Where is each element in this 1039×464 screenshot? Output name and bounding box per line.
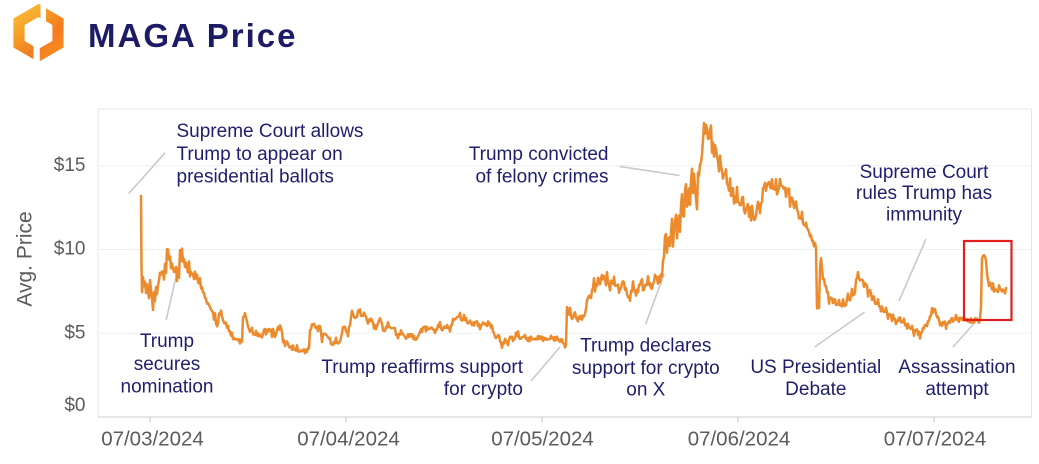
- svg-text:US Presidential: US Presidential: [750, 357, 881, 378]
- svg-text:immunity: immunity: [886, 205, 963, 226]
- svg-text:nomination: nomination: [121, 377, 214, 398]
- svg-text:Avg. Price: Avg. Price: [14, 211, 37, 306]
- svg-text:07/06/2024: 07/06/2024: [688, 428, 791, 451]
- svg-text:Assassination: Assassination: [898, 357, 1015, 378]
- svg-text:$15: $15: [54, 155, 86, 176]
- svg-text:07/03/2024: 07/03/2024: [101, 428, 204, 451]
- svg-text:Trump convicted: Trump convicted: [469, 144, 609, 165]
- svg-text:for crypto: for crypto: [444, 379, 523, 400]
- svg-text:Trump to appear on: Trump to appear on: [177, 144, 343, 165]
- svg-text:$10: $10: [54, 239, 86, 260]
- svg-text:Trump declares: Trump declares: [580, 336, 711, 357]
- svg-text:rules Trump has: rules Trump has: [856, 183, 992, 204]
- svg-text:Trump reaffirms support: Trump reaffirms support: [321, 357, 523, 378]
- svg-text:on X: on X: [626, 379, 665, 400]
- svg-text:of felony crimes: of felony crimes: [475, 166, 608, 187]
- svg-text:07/05/2024: 07/05/2024: [491, 428, 594, 451]
- svg-text:support for crypto: support for crypto: [572, 358, 720, 379]
- svg-text:07/07/2024: 07/07/2024: [884, 428, 987, 451]
- svg-text:Trump: Trump: [140, 331, 194, 352]
- svg-text:$0: $0: [64, 395, 85, 416]
- svg-text:07/04/2024: 07/04/2024: [297, 428, 400, 451]
- svg-text:Supreme Court allows: Supreme Court allows: [177, 121, 364, 142]
- svg-text:$5: $5: [64, 323, 85, 344]
- svg-text:presidential ballots: presidential ballots: [177, 166, 334, 187]
- svg-text:secures: secures: [134, 354, 201, 375]
- svg-text:Debate: Debate: [785, 379, 846, 400]
- svg-text:Supreme Court: Supreme Court: [860, 162, 990, 183]
- svg-text:attempt: attempt: [925, 379, 989, 400]
